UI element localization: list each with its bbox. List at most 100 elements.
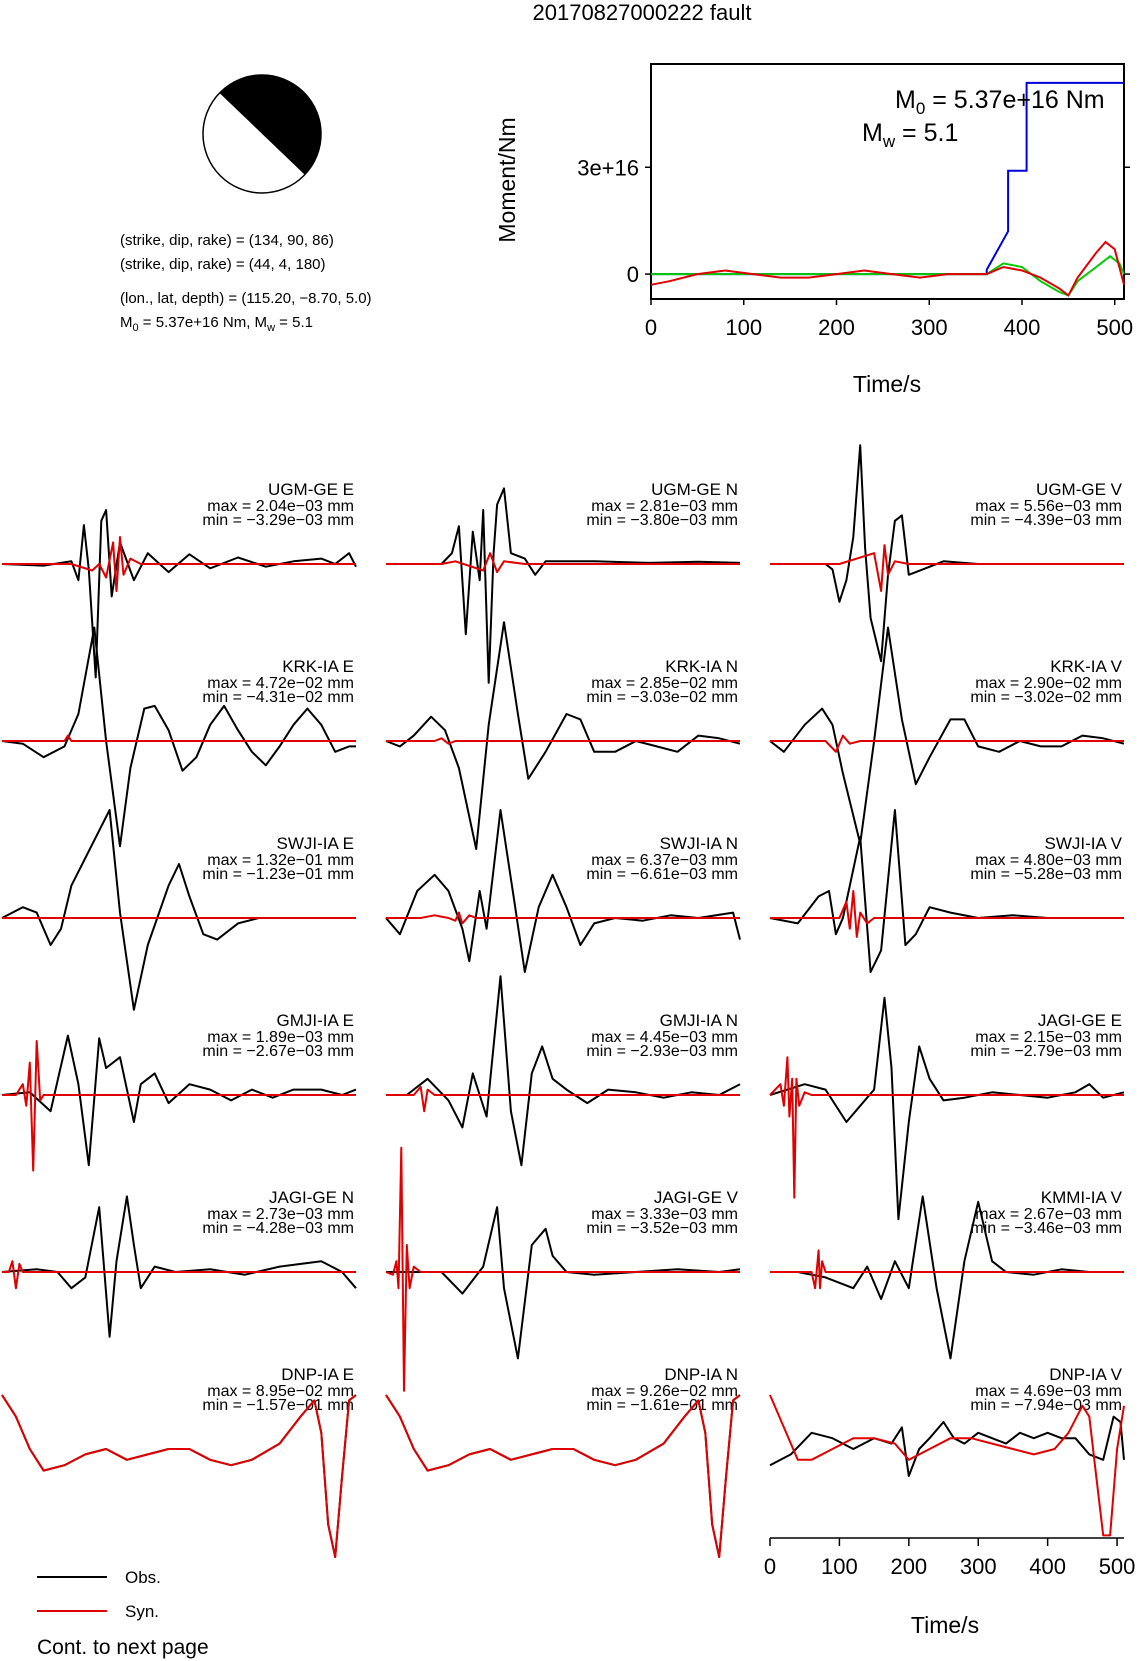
observed-trace [1,1394,357,1558]
station-min: min = −2.67e−03 mm [202,1043,354,1060]
moment-ytick-label-0: 0 [627,262,639,287]
observed-trace [769,1415,1125,1477]
nodal-plane-1: (strike, dip, rake) = (134, 90, 86) [120,232,334,249]
observed-trace [385,1394,741,1558]
synthetic-trace [770,544,1124,592]
focal-mechanism-beachball [202,74,322,194]
station-min: min = −4.28e−03 mm [202,1220,354,1237]
observed-trace [1,1034,357,1167]
observed-trace [385,621,741,850]
moment-xtick-label-100: 100 [725,315,762,340]
station-name: SWJI-IA E [277,834,354,853]
station-min: min = −2.79e−03 mm [970,1043,1122,1060]
station-name: KRK-IA N [665,657,738,676]
station-max: max = 8.95e−02 mm [207,1383,354,1400]
synthetic-trace [769,1056,1124,1199]
synthetic-trace [769,1394,1125,1537]
station-min: min = −7.94e−03 mm [970,1397,1122,1414]
moment-xtick-label-0: 0 [645,315,657,340]
synthetic-trace [2,734,356,742]
synthetic-trace [770,1249,1124,1290]
synthetic-trace [386,552,740,574]
station-min: min = −3.03e−02 mm [586,689,738,706]
moment-plot-m0-label: M0 = 5.37e+16 Nm [895,86,1105,118]
station-max: max = 4.45e−03 mm [591,1029,738,1046]
bottom-xtick-label-400: 400 [1029,1554,1066,1579]
station-max: max = 1.89e−03 mm [207,1029,354,1046]
station-name: KRK-IA V [1050,657,1122,676]
station-name: UGM-GE E [268,480,354,499]
bottom-xtick-label-200: 200 [890,1554,927,1579]
station-max: max = 1.32e−01 mm [207,852,354,869]
station-min: min = −2.93e−03 mm [586,1043,738,1060]
station-max: max = 3.33e−03 mm [591,1206,738,1223]
station-max: max = 4.80e−03 mm [975,852,1122,869]
station-max: max = 2.90e−02 mm [975,675,1122,692]
station-min: min = −3.80e−03 mm [586,512,738,529]
station-min: min = −3.29e−03 mm [202,512,354,529]
legend-obs-label: Obs. [125,1568,161,1587]
station-name: GMJI-IA N [660,1011,738,1030]
station-name: DNP-IA E [281,1365,354,1384]
observed-trace [769,626,1125,845]
moment-xtick-label-300: 300 [911,315,948,340]
station-name: KMMI-IA V [1041,1188,1123,1207]
station-min: min = −6.61e−03 mm [586,866,738,883]
observed-trace [1,1195,357,1338]
observed-trace [769,809,1124,973]
station-name: KRK-IA E [282,657,354,676]
station-min: min = −3.02e−02 mm [970,689,1122,706]
moment-series-1 [651,255,1125,297]
station-max: max = 5.56e−03 mm [975,498,1122,515]
station-max: max = 6.37e−03 mm [591,852,738,869]
station-min: min = −1.57e−01 mm [202,1397,354,1414]
bottom-xtick-label-500: 500 [1099,1554,1136,1579]
station-name: DNP-IA V [1049,1365,1122,1384]
waveform-time-xlabel: Time/s [911,1612,979,1638]
moment-plot-ylabel: Moment/Nm [494,117,520,242]
station-max: max = 2.85e−02 mm [591,675,738,692]
station-max: max = 9.26e−02 mm [591,1383,738,1400]
moment-plot-mw-label: Mw = 5.1 [862,119,958,151]
station-max: max = 2.04e−03 mm [207,498,354,515]
observed-trace [1,509,357,679]
moment-xtick-label-500: 500 [1096,315,1133,340]
station-name: UGM-GE V [1036,480,1123,499]
station-name: UGM-GE N [651,480,738,499]
moment-xtick-label-400: 400 [1004,315,1041,340]
moment-xtick-label-200: 200 [818,315,855,340]
synthetic-trace [385,1394,741,1558]
moment-plot-frame [650,63,1125,300]
waveform-time-axis: 0 100 200 300 400 500 [764,1537,1136,1579]
moment-rate-plot: 0 100 200 300 400 500 0 3e+16 M0 = 5.37e+16 Nm… [494,63,1133,397]
observed-trace [770,444,1124,663]
station-min: min = −4.39e−03 mm [970,512,1122,529]
synthetic-trace [2,1040,356,1172]
station-max: max = 2.73e−03 mm [207,1206,354,1223]
station-name: SWJI-IA V [1045,834,1123,853]
nodal-plane-2: (strike, dip, rake) = (44, 4, 180) [120,256,326,273]
observed-trace [770,1195,1124,1360]
synthetic-trace [2,536,356,592]
bottom-xtick-label-300: 300 [960,1554,997,1579]
observed-trace [386,975,741,1167]
waveform-legend: Obs. Syn. [37,1568,161,1621]
station-name: JAGI-GE E [1038,1011,1122,1030]
station-max: max = 4.69e−03 mm [975,1383,1122,1400]
station-min: min = −4.31e−02 mm [202,689,354,706]
